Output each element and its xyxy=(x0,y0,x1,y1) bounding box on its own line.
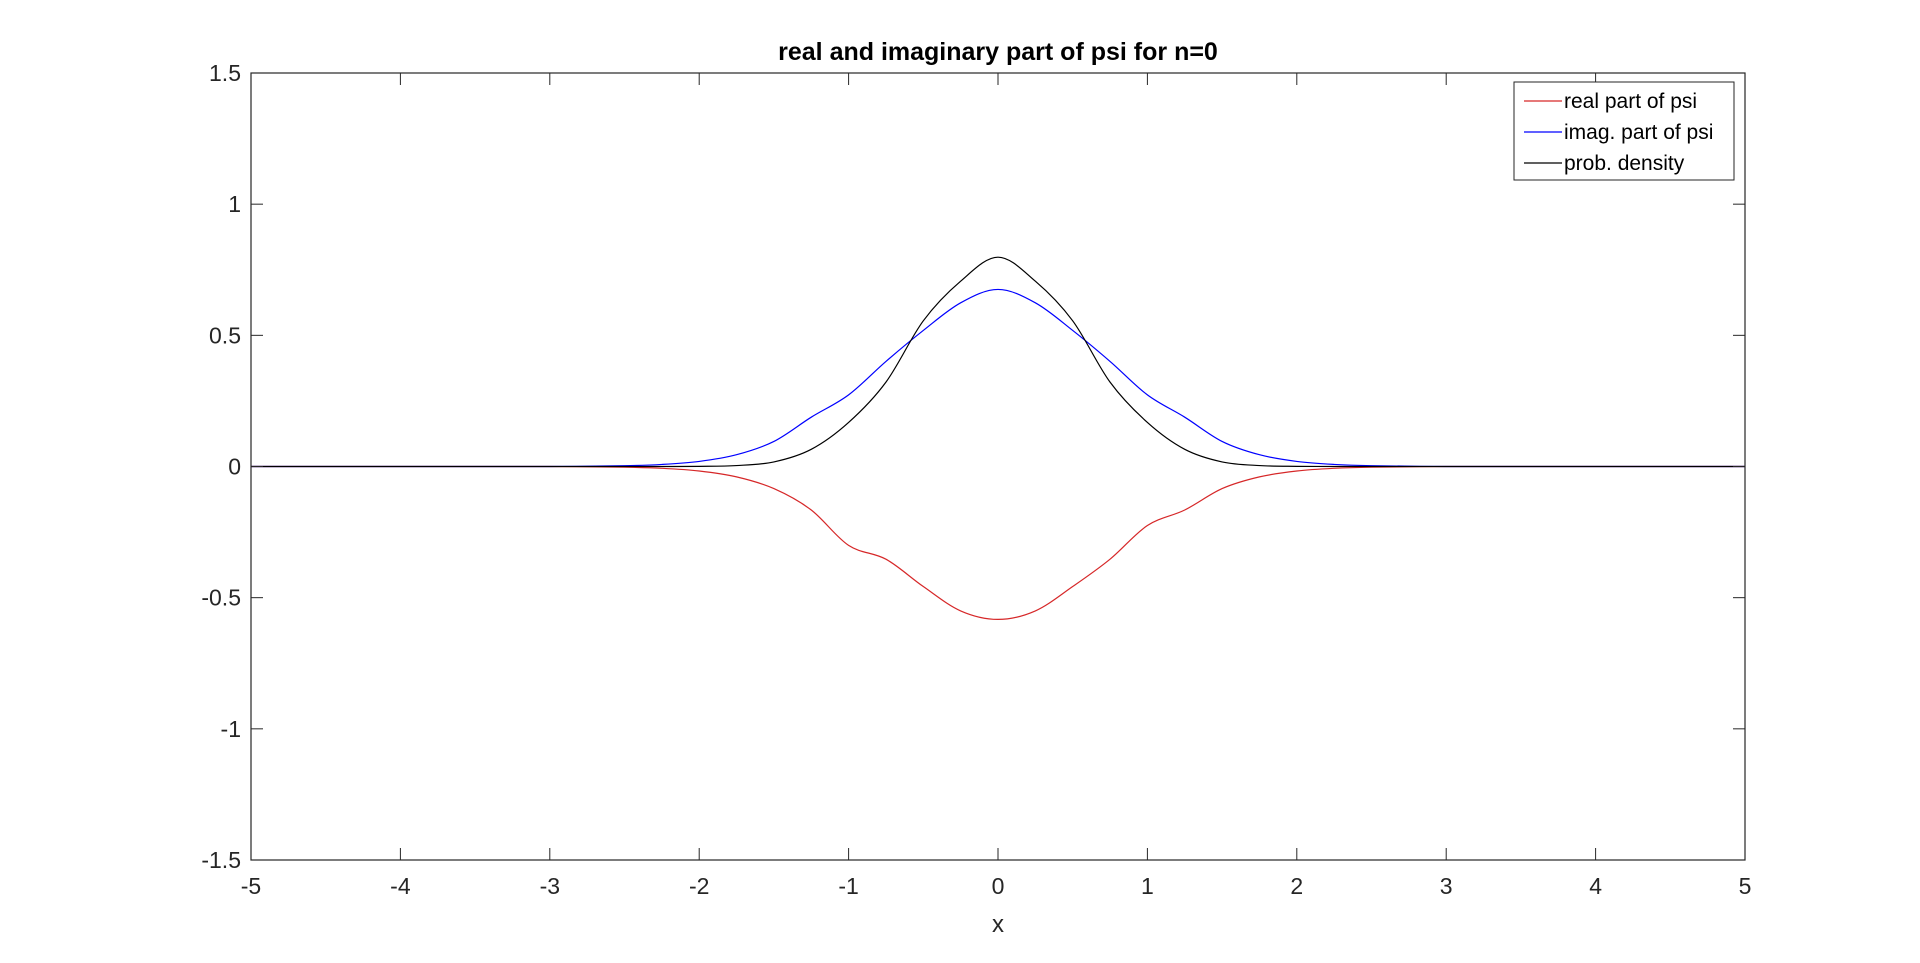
legend-label: real part of psi xyxy=(1564,90,1697,113)
x-tick-label: -3 xyxy=(540,873,560,899)
x-tick-label: 2 xyxy=(1290,873,1303,899)
series-line-prob-density xyxy=(251,256,1745,468)
y-tick-label: 1 xyxy=(228,191,241,217)
x-axis-label: x xyxy=(992,911,1004,938)
chart-title: real and imaginary part of psi for n=0 xyxy=(778,38,1218,66)
x-tick-label: -1 xyxy=(838,873,858,899)
legend-label: imag. part of psi xyxy=(1564,121,1713,144)
x-tick-label: 1 xyxy=(1141,873,1154,899)
legend-label: prob. density xyxy=(1564,152,1685,175)
x-tick-label: -4 xyxy=(390,873,411,899)
axes-box xyxy=(250,72,1746,861)
x-tick-label: 5 xyxy=(1739,873,1752,899)
x-tick-label: 4 xyxy=(1589,873,1602,899)
legend[interactable]: real part of psi imag. part of psi prob. d… xyxy=(1513,81,1735,181)
series-layer xyxy=(251,256,1745,621)
x-tick-label: 0 xyxy=(992,873,1005,899)
legend-entries: real part of psi imag. part of psi prob. d… xyxy=(1524,90,1713,175)
y-tick-label: 0 xyxy=(228,454,241,480)
y-tick-label: -1.5 xyxy=(201,847,241,873)
y-tick-label: 1.5 xyxy=(209,60,241,86)
x-tick-label: -2 xyxy=(689,873,709,899)
y-tick-label: -0.5 xyxy=(201,585,241,611)
y-tick-label: -1 xyxy=(221,716,241,742)
x-tick-label: 3 xyxy=(1440,873,1453,899)
x-tick-label: -5 xyxy=(241,873,261,899)
y-tick-label: 0.5 xyxy=(209,322,241,348)
ticks-layer: -5 -4 -3 -2 -1 0 1 2 3 4 5 -1.5 -1 -0.5 0 0.5 1 1.5 xyxy=(201,60,1751,899)
legend-box xyxy=(1513,81,1735,181)
